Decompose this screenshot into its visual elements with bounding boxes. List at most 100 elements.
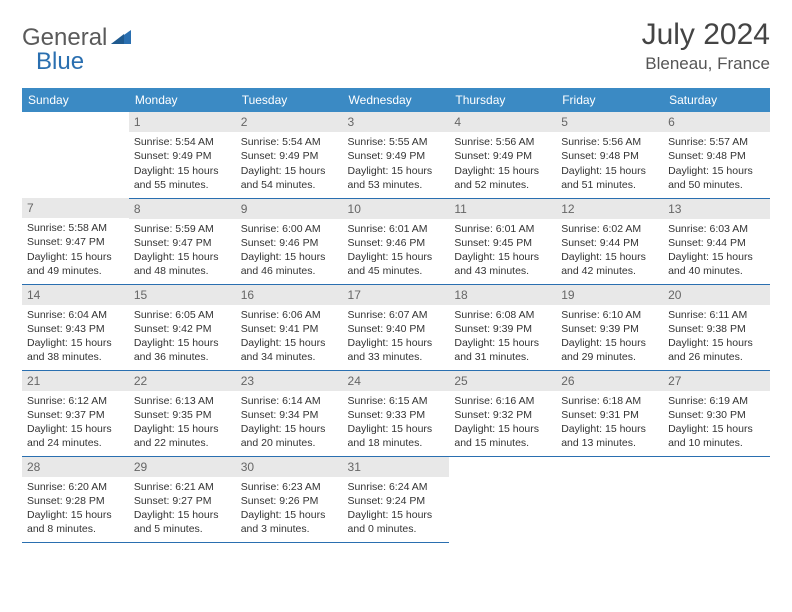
calendar-day-cell: 16Sunrise: 6:06 AMSunset: 9:41 PMDayligh… (236, 284, 343, 370)
weekday-header: Sunday (22, 88, 129, 112)
location-label: Bleneau, France (642, 54, 770, 74)
calendar-header-row: SundayMondayTuesdayWednesdayThursdayFrid… (22, 88, 770, 112)
sunset-text: Sunset: 9:47 PM (27, 235, 124, 249)
daylight-text: and 24 minutes. (27, 436, 124, 450)
weekday-header: Wednesday (343, 88, 450, 112)
sunrise-text: Sunrise: 6:23 AM (241, 480, 338, 494)
daylight-text: and 40 minutes. (668, 264, 765, 278)
calendar-day-cell: 29Sunrise: 6:21 AMSunset: 9:27 PMDayligh… (129, 456, 236, 542)
calendar-day-cell: 24Sunrise: 6:15 AMSunset: 9:33 PMDayligh… (343, 370, 450, 456)
day-number: 16 (236, 285, 343, 305)
day-content: Sunrise: 6:24 AMSunset: 9:24 PMDaylight:… (343, 477, 450, 541)
sunset-text: Sunset: 9:44 PM (561, 236, 658, 250)
weekday-header: Thursday (449, 88, 556, 112)
brand-part2: Blue (36, 48, 84, 76)
sunset-text: Sunset: 9:24 PM (348, 494, 445, 508)
daylight-text: Daylight: 15 hours (561, 164, 658, 178)
calendar-day-cell: 15 Sunrise: 6:05 AMSunset: 9:42 PMDayligh… (129, 284, 236, 370)
calendar-day-cell (556, 456, 663, 542)
calendar-day-cell: 6Sunrise: 5:57 AMSunset: 9:48 PMDaylight… (663, 112, 770, 198)
day-number: 24 (343, 371, 450, 391)
sunrise-text: Sunrise: 6:21 AM (134, 480, 231, 494)
day-number: 2 (236, 112, 343, 132)
sunset-text: Sunset: 9:37 PM (27, 408, 124, 422)
day-content: Sunrise: 6:00 AMSunset: 9:46 PMDaylight:… (236, 219, 343, 283)
day-number: 27 (663, 371, 770, 391)
sunset-text: Sunset: 9:43 PM (27, 322, 124, 336)
sunset-text: Sunset: 9:30 PM (668, 408, 765, 422)
day-content: Sunrise: 5:54 AMSunset: 9:49 PMDaylight:… (129, 132, 236, 196)
calendar-day-cell: 3Sunrise: 5:55 AMSunset: 9:49 PMDaylight… (343, 112, 450, 198)
day-number: 3 (343, 112, 450, 132)
day-content: Sunrise: 5:57 AMSunset: 9:48 PMDaylight:… (663, 132, 770, 196)
sunset-text: Sunset: 9:42 PM (134, 322, 231, 336)
daylight-text: and 51 minutes. (561, 178, 658, 192)
day-number: 5 (556, 112, 663, 132)
daylight-text: and 54 minutes. (241, 178, 338, 192)
daylight-text: Daylight: 15 hours (134, 508, 231, 522)
calendar-day-cell (22, 112, 129, 198)
daylight-text: Daylight: 15 hours (668, 250, 765, 264)
day-number: 15 (129, 285, 236, 305)
day-content: Sunrise: 6:12 AMSunset: 9:37 PMDaylight:… (22, 391, 129, 455)
day-number: 18 (449, 285, 556, 305)
day-number: 9 (236, 199, 343, 219)
sunrise-text: Sunrise: 6:11 AM (668, 308, 765, 322)
sunrise-text: Sunrise: 5:56 AM (561, 135, 658, 149)
day-number: 14 (22, 285, 129, 305)
sunrise-text: Sunrise: 6:01 AM (454, 222, 551, 236)
daylight-text: Daylight: 15 hours (348, 250, 445, 264)
daylight-text: and 5 minutes. (134, 522, 231, 536)
calendar-day-cell: 12Sunrise: 6:02 AMSunset: 9:44 PMDayligh… (556, 198, 663, 284)
daylight-text: and 52 minutes. (454, 178, 551, 192)
daylight-text: Daylight: 15 hours (561, 336, 658, 350)
calendar-day-cell: 25Sunrise: 6:16 AMSunset: 9:32 PMDayligh… (449, 370, 556, 456)
calendar-week-row: 14Sunrise: 6:04 AMSunset: 9:43 PMDayligh… (22, 284, 770, 370)
sunset-text: Sunset: 9:47 PM (134, 236, 231, 250)
daylight-text: and 10 minutes. (668, 436, 765, 450)
day-number: 11 (449, 199, 556, 219)
day-number: 21 (22, 371, 129, 391)
sunset-text: Sunset: 9:31 PM (561, 408, 658, 422)
daylight-text: Daylight: 15 hours (348, 164, 445, 178)
daylight-text: Daylight: 15 hours (241, 164, 338, 178)
daylight-text: Daylight: 15 hours (134, 164, 231, 178)
sunrise-text: Sunrise: 6:07 AM (348, 308, 445, 322)
daylight-text: Daylight: 15 hours (561, 250, 658, 264)
day-content: Sunrise: 6:11 AMSunset: 9:38 PMDaylight:… (663, 305, 770, 369)
daylight-text: and 36 minutes. (134, 350, 231, 364)
calendar-day-cell: 9Sunrise: 6:00 AMSunset: 9:46 PMDaylight… (236, 198, 343, 284)
calendar-week-row: 28Sunrise: 6:20 AMSunset: 9:28 PMDayligh… (22, 456, 770, 542)
calendar-day-cell: 8Sunrise: 5:59 AMSunset: 9:47 PMDaylight… (129, 198, 236, 284)
day-number: 1 (129, 112, 236, 132)
day-number: 7 (22, 198, 129, 218)
day-number: 20 (663, 285, 770, 305)
daylight-text: and 55 minutes. (134, 178, 231, 192)
day-number: 4 (449, 112, 556, 132)
sunrise-text: Sunrise: 6:16 AM (454, 394, 551, 408)
calendar-day-cell: 30Sunrise: 6:23 AMSunset: 9:26 PMDayligh… (236, 456, 343, 542)
sunset-text: Sunset: 9:39 PM (561, 322, 658, 336)
sunrise-text: Sunrise: 6:05 AM (134, 308, 231, 322)
daylight-text: Daylight: 15 hours (134, 336, 231, 350)
sunset-text: Sunset: 9:28 PM (27, 494, 124, 508)
brand-logo-blue-row: Blue (36, 48, 84, 76)
month-title: July 2024 (642, 18, 770, 52)
calendar-day-cell (663, 456, 770, 542)
calendar-day-cell: 17Sunrise: 6:07 AMSunset: 9:40 PMDayligh… (343, 284, 450, 370)
day-number: 28 (22, 457, 129, 477)
day-content: Sunrise: 5:58 AMSunset: 9:47 PMDaylight:… (22, 218, 129, 282)
day-number: 31 (343, 457, 450, 477)
daylight-text: Daylight: 15 hours (241, 422, 338, 436)
weekday-header: Monday (129, 88, 236, 112)
sunrise-text: Sunrise: 5:54 AM (241, 135, 338, 149)
calendar-day-cell: 5Sunrise: 5:56 AMSunset: 9:48 PMDaylight… (556, 112, 663, 198)
sunset-text: Sunset: 9:46 PM (241, 236, 338, 250)
calendar-day-cell: 27Sunrise: 6:19 AMSunset: 9:30 PMDayligh… (663, 370, 770, 456)
page-header: General July 2024 Bleneau, France (22, 18, 770, 74)
daylight-text: and 26 minutes. (668, 350, 765, 364)
day-content: Sunrise: 6:23 AMSunset: 9:26 PMDaylight:… (236, 477, 343, 541)
daylight-text: Daylight: 15 hours (241, 250, 338, 264)
day-content: Sunrise: 6:19 AMSunset: 9:30 PMDaylight:… (663, 391, 770, 455)
calendar-day-cell: 7Sunrise: 5:58 AMSunset: 9:47 PMDaylight… (22, 198, 129, 284)
